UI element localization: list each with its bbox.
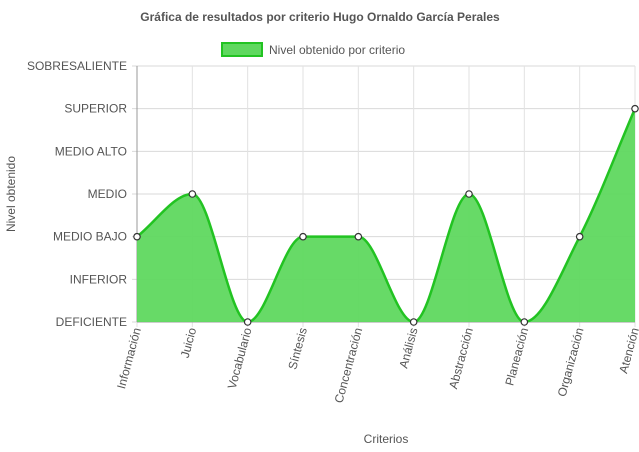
series-area xyxy=(137,108,635,323)
series-line xyxy=(136,108,637,324)
x-tick-label: Concentración xyxy=(332,326,366,404)
y-tick-label: DEFICIENTE xyxy=(56,315,127,329)
data-point-Juicio[interactable] xyxy=(188,190,197,198)
area-layer xyxy=(136,108,637,324)
y-tick-label: MEDIO xyxy=(88,187,127,201)
y-axis-title: Nivel obtenido xyxy=(4,156,18,232)
points-layer xyxy=(133,104,639,326)
y-tick-label: SUPERIOR xyxy=(64,102,127,116)
x-tick-label: Abstracción xyxy=(446,326,476,390)
legend-label: Nivel obtenido por criterio xyxy=(269,43,405,57)
data-point-Síntesis[interactable] xyxy=(299,232,307,241)
data-point-Abstracción[interactable] xyxy=(465,190,473,198)
data-point-Información[interactable] xyxy=(133,232,141,241)
x-tick-label: Atención xyxy=(616,326,639,375)
x-tick-label: Vocabulario xyxy=(225,326,255,391)
x-tick-label: Planeación xyxy=(502,326,531,387)
x-axis-title: Criterios xyxy=(364,432,409,446)
y-tick-label: SOBRESALIENTE xyxy=(27,59,127,73)
x-tick-label: Síntesis xyxy=(285,326,310,371)
y-tick-label: MEDIO BAJO xyxy=(53,230,127,244)
legend[interactable]: Nivel obtenido por criterio xyxy=(221,42,405,57)
data-point-Atención[interactable] xyxy=(631,104,639,113)
x-tick-label: Juicio xyxy=(178,326,200,360)
data-point-Planeación[interactable] xyxy=(520,318,529,326)
x-axis-ticks: Información Juicio Vocabulario Síntesis Conc… xyxy=(114,326,639,405)
y-axis-ticks: DEFICIENTE INFERIOR MEDIO BAJO MEDIO MEDIO A… xyxy=(27,59,127,329)
y-tick-label: INFERIOR xyxy=(70,272,128,286)
data-point-Vocabulario[interactable] xyxy=(243,318,252,326)
chart-title: Gráfica de resultados por criterio Hugo … xyxy=(140,10,500,24)
y-tick-label: MEDIO ALTO xyxy=(55,144,127,158)
data-point-Organización[interactable] xyxy=(575,232,584,241)
legend-swatch xyxy=(221,42,263,57)
x-tick-label: Análisis xyxy=(396,326,420,370)
data-point-Concentración[interactable] xyxy=(354,232,363,241)
x-tick-label: Información xyxy=(114,326,144,390)
data-point-Análisis[interactable] xyxy=(409,318,418,326)
x-tick-label: Organización xyxy=(555,326,587,398)
